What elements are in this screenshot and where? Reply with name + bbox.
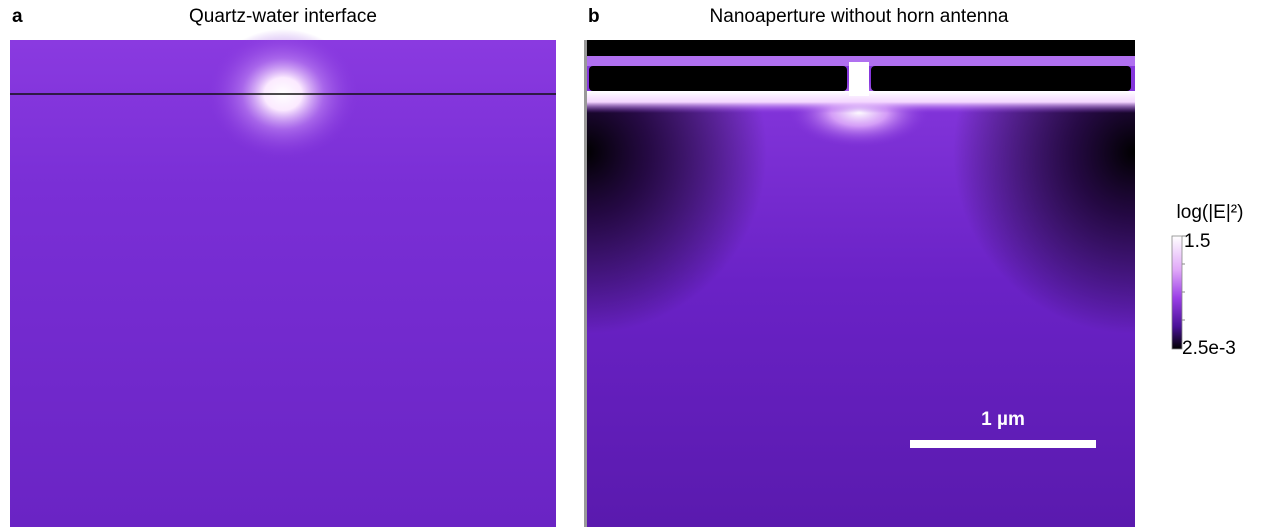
panel-title: Nanoaperture without horn antenna — [710, 6, 1009, 27]
metal-layer — [585, 40, 1135, 56]
metal-film — [589, 66, 847, 91]
aperture — [849, 62, 869, 96]
panel-label: a — [12, 6, 23, 27]
panel-border — [584, 40, 587, 527]
panel-title: Quartz-water interface — [189, 6, 377, 27]
scale-bar-label: 1 µm — [981, 409, 1025, 430]
panel-label: b — [588, 6, 600, 27]
colorbar — [1171, 235, 1183, 350]
field-band — [585, 91, 1135, 113]
colorbar-title: log(|E|²) — [1177, 202, 1244, 223]
field-dark-region — [875, 100, 1135, 360]
metal-film — [871, 66, 1131, 91]
colorbar-min-label: 2.5e-3 — [1182, 338, 1236, 359]
colorbar-max-label: 1.5 — [1184, 231, 1210, 252]
field-dark-region — [585, 100, 845, 360]
field-band — [585, 56, 1135, 66]
